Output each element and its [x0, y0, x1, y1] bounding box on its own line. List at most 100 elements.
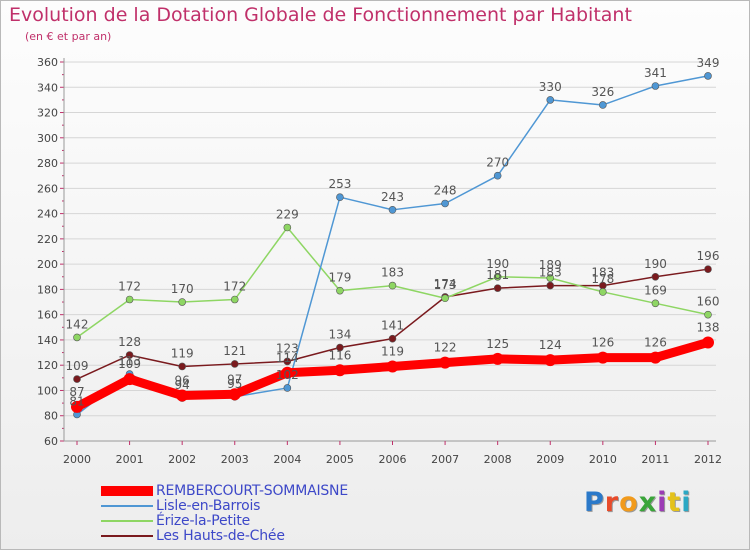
y-tick-label: 300	[37, 132, 58, 145]
y-tick-label: 100	[37, 384, 58, 397]
x-tick-label: 2012	[694, 453, 722, 466]
data-point-1	[178, 298, 186, 306]
data-label-2: 81	[69, 394, 84, 408]
x-tick-label: 2003	[221, 453, 249, 466]
data-label-3: 125	[486, 337, 509, 351]
data-label-2: 243	[381, 190, 404, 204]
data-label-0: 196	[697, 249, 720, 263]
data-point-0	[388, 334, 397, 343]
data-label-1: 142	[66, 317, 89, 331]
data-point-3	[596, 351, 609, 364]
data-point-1	[651, 299, 660, 308]
data-label-3: 87	[69, 385, 84, 399]
data-label-1: 189	[539, 258, 562, 272]
data-label-0: 134	[328, 328, 351, 342]
x-tick-label: 2004	[273, 453, 301, 466]
data-label-0: 109	[66, 359, 89, 373]
data-point-3	[649, 351, 662, 364]
data-point-2	[441, 199, 449, 208]
proxiti-logo: Proxiti	[584, 487, 692, 518]
data-point-2	[283, 384, 292, 392]
y-tick-label: 80	[44, 410, 58, 423]
x-tick-label: 2011	[641, 453, 669, 466]
y-tick-label: 320	[37, 107, 58, 120]
data-label-2: 349	[697, 56, 720, 70]
data-point-1	[125, 295, 134, 304]
data-point-3	[491, 352, 504, 365]
data-point-0	[230, 360, 239, 368]
data-point-0	[283, 357, 292, 366]
data-label-1: 160	[697, 295, 720, 309]
data-label-1: 179	[328, 271, 351, 285]
data-label-1: 169	[644, 283, 667, 297]
data-point-3	[281, 366, 294, 379]
data-label-2: 113	[118, 354, 141, 368]
x-tick-label: 2001	[116, 453, 144, 466]
data-label-0: 174	[434, 277, 457, 291]
legend-swatch-lisle	[101, 505, 153, 507]
data-point-3	[333, 364, 346, 377]
data-point-2	[336, 193, 344, 201]
data-label-2: 253	[328, 177, 351, 191]
data-label-0: 128	[118, 335, 141, 349]
data-point-0	[546, 281, 555, 290]
data-label-1: 183	[381, 266, 404, 280]
data-label-2: 94	[175, 378, 190, 392]
data-point-3	[228, 388, 241, 401]
data-label-1: 190	[486, 257, 509, 271]
data-label-3: 109	[118, 357, 141, 371]
data-point-1	[704, 310, 712, 319]
data-label-3: 126	[591, 336, 614, 350]
data-point-1	[73, 333, 81, 342]
data-point-0	[704, 265, 712, 273]
y-tick-label: 200	[37, 258, 58, 271]
y-tick-label: 60	[44, 435, 58, 448]
data-label-2: 330	[539, 80, 562, 94]
data-label-0: 181	[486, 268, 509, 282]
x-tick-label: 2000	[63, 453, 91, 466]
data-point-2	[704, 72, 712, 80]
data-point-3	[439, 356, 452, 369]
data-point-1	[388, 281, 397, 290]
x-tick-label: 2007	[431, 453, 459, 466]
y-tick-label: 260	[37, 182, 58, 195]
data-label-0: 121	[223, 344, 246, 358]
legend-label-hauts: Les Hauts-de-Chée	[156, 528, 285, 544]
x-tick-label: 2008	[484, 453, 512, 466]
data-label-1: 172	[118, 280, 141, 294]
data-point-1	[599, 288, 607, 296]
y-tick-label: 180	[37, 283, 58, 296]
legend-swatch-rembercourt	[101, 486, 153, 496]
legend-swatch-hauts	[101, 535, 153, 537]
data-label-1: 172	[223, 280, 246, 294]
data-label-3: 114	[276, 351, 299, 365]
x-tick-label: 2010	[589, 453, 617, 466]
data-label-2: 326	[591, 85, 614, 99]
y-tick-label: 160	[37, 309, 58, 322]
data-label-3: 119	[381, 344, 404, 358]
chart-title: Evolution de la Dotation Globale de Fonc…	[9, 4, 632, 26]
data-label-0: 141	[381, 319, 404, 333]
data-point-0	[651, 272, 660, 281]
data-point-0	[125, 351, 134, 359]
data-point-3	[544, 354, 557, 367]
legend-label-erize: Érize-la-Petite	[156, 513, 251, 529]
chart-subtitle: (en € et par an)	[25, 30, 112, 43]
x-tick-label: 2006	[379, 453, 407, 466]
data-label-3: 122	[434, 341, 457, 355]
data-point-1	[493, 272, 502, 281]
data-label-2: 102	[276, 368, 299, 382]
x-tick-label: 2002	[168, 453, 196, 466]
data-point-1	[283, 223, 292, 232]
data-point-2	[546, 96, 555, 104]
y-tick-label: 340	[37, 81, 58, 94]
data-point-0	[73, 375, 81, 383]
data-label-3: 97	[227, 372, 242, 386]
data-label-2: 95	[227, 377, 242, 391]
data-label-0: 183	[539, 266, 562, 280]
data-point-0	[178, 362, 186, 371]
legend-swatch-erize	[101, 520, 153, 522]
legend-label-lisle: Lisle-en-Barrois	[156, 498, 261, 514]
